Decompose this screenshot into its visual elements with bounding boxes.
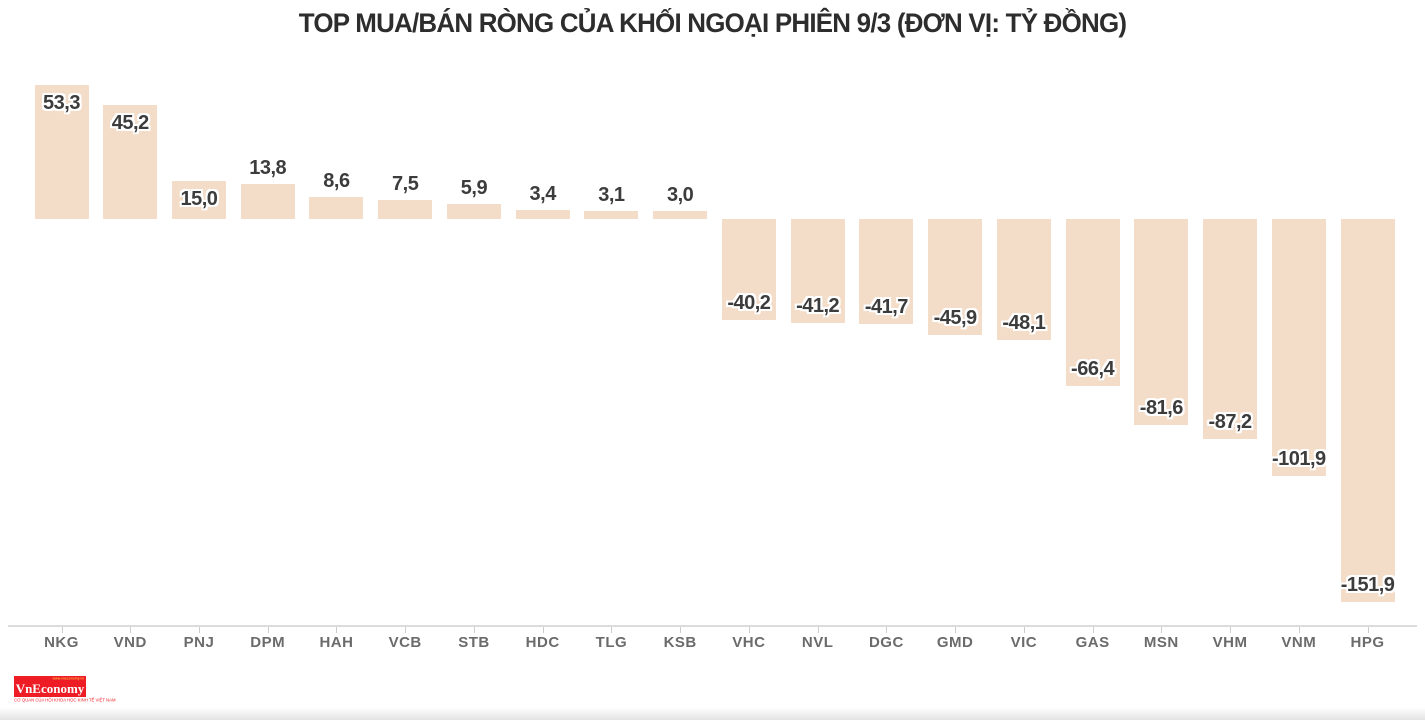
bar-MSN	[1134, 219, 1189, 425]
x-axis-label-GAS: GAS	[1075, 634, 1110, 651]
x-axis-label-VNM: VNM	[1281, 634, 1317, 651]
x-axis-label-NVL: NVL	[801, 634, 834, 651]
x-axis-label-VHM: VHM	[1212, 634, 1248, 651]
x-axis-tick	[1298, 627, 1300, 633]
value-label-VHM: -87,2	[1208, 411, 1253, 433]
value-label-DGC: -41,7	[864, 296, 909, 318]
x-axis-tick	[1230, 627, 1232, 633]
x-axis-label-DPM: DPM	[250, 634, 286, 651]
x-axis-tick	[1023, 627, 1025, 633]
value-label-STB: 5,9	[460, 177, 488, 199]
bar-PNJ	[171, 181, 226, 219]
x-axis-label-HAH: HAH	[319, 634, 354, 651]
x-axis-tick	[542, 627, 544, 633]
value-label-GMD: -45,9	[933, 307, 978, 329]
x-axis-tick	[1092, 627, 1094, 633]
bar-HDC	[515, 210, 570, 219]
value-label-TLG: 3,1	[598, 184, 625, 206]
x-axis-label-KSB: KSB	[663, 634, 697, 651]
x-axis-tick	[748, 627, 750, 633]
x-axis-label-MSN: MSN	[1143, 634, 1179, 651]
vneconomy-logo-box: www.vneconomy.vn VnEconomy	[14, 676, 86, 697]
x-axis-line	[8, 625, 1417, 627]
logo-wordmark: VnEconomy	[15, 681, 85, 696]
logo-url-text: www.vneconomy.vn	[52, 676, 84, 681]
bar-KSB	[653, 211, 708, 219]
value-label-PNJ: 15,0	[180, 188, 218, 210]
value-label-NKG: 53,3	[43, 92, 80, 114]
logo-tagline: CƠ QUAN CỦA HỘI KHOA HỌC KINH TẾ VIỆT NA…	[14, 698, 116, 704]
bar-NKG	[34, 85, 89, 219]
page-bottom-shadow	[0, 707, 1425, 720]
x-axis-tick	[680, 627, 682, 633]
x-axis-tick	[1367, 627, 1369, 633]
value-label-VCB: 7,5	[392, 173, 419, 195]
x-axis-tick	[955, 627, 957, 633]
x-axis-tick	[1161, 627, 1163, 633]
bar-VHC	[721, 219, 776, 320]
bar-VIC	[996, 219, 1051, 340]
value-label-VHC: -40,2	[727, 292, 771, 314]
x-axis-label-NKG: NKG	[44, 634, 79, 651]
bar-VND	[103, 105, 158, 219]
bar-NVL	[790, 219, 845, 323]
vneconomy-logo: www.vneconomy.vn VnEconomy CƠ QUAN CỦA H…	[14, 676, 133, 704]
x-axis-tick	[405, 627, 407, 633]
bar-HPG	[1340, 219, 1395, 602]
x-axis-label-STB: STB	[458, 634, 490, 651]
x-axis-label-GMD: GMD	[936, 634, 974, 651]
x-axis-tick	[61, 627, 63, 633]
bar-DPM	[240, 184, 295, 219]
x-axis-tick	[130, 627, 132, 633]
value-label-GAS: -66,4	[1071, 358, 1115, 380]
x-axis-label-VHC: VHC	[732, 634, 766, 651]
value-label-VIC: -48,1	[1002, 312, 1046, 334]
bar-STB	[446, 204, 501, 219]
x-axis-label-DGC: DGC	[868, 634, 904, 651]
value-label-MSN: -81,6	[1139, 397, 1184, 419]
bar-VCB	[378, 200, 433, 219]
x-axis-tick	[611, 627, 613, 633]
x-axis-tick	[886, 627, 888, 633]
bar-GMD	[928, 219, 983, 335]
value-label-HDC: 3,4	[529, 183, 557, 205]
value-label-HAH: 8,6	[323, 170, 350, 192]
bar-DGC	[859, 219, 914, 324]
x-axis-tick	[198, 627, 200, 633]
x-axis-label-VND: VND	[113, 634, 147, 651]
value-label-DPM: 13,8	[249, 157, 287, 179]
x-axis-label-VCB: VCB	[388, 634, 422, 651]
x-axis-label-TLG: TLG	[595, 634, 628, 651]
x-axis-label-PNJ: PNJ	[183, 634, 215, 651]
x-axis-label-HPG: HPG	[1350, 634, 1385, 651]
value-label-HPG: -151,9	[1340, 574, 1395, 596]
x-axis-tick	[336, 627, 338, 633]
bar-TLG	[584, 211, 639, 219]
x-axis-label-HDC: HDC	[525, 634, 560, 651]
x-axis-tick	[817, 627, 819, 633]
value-label-KSB: 3,0	[667, 184, 694, 206]
bar-HAH	[309, 197, 364, 219]
x-axis-tick	[267, 627, 269, 633]
chart-title: TOP MUA/BÁN RÒNG CỦA KHỐI NGOẠI PHIÊN 9/…	[298, 8, 1127, 38]
bar-GAS	[1065, 219, 1120, 386]
value-label-VNM: -101,9	[1271, 448, 1326, 470]
value-label-NVL: -41,2	[796, 295, 840, 317]
x-axis-tick	[473, 627, 475, 633]
value-label-VND: 45,2	[111, 112, 149, 134]
bar-VNM	[1271, 219, 1326, 476]
x-axis-label-VIC: VIC	[1010, 634, 1038, 651]
bar-VHM	[1203, 219, 1258, 439]
